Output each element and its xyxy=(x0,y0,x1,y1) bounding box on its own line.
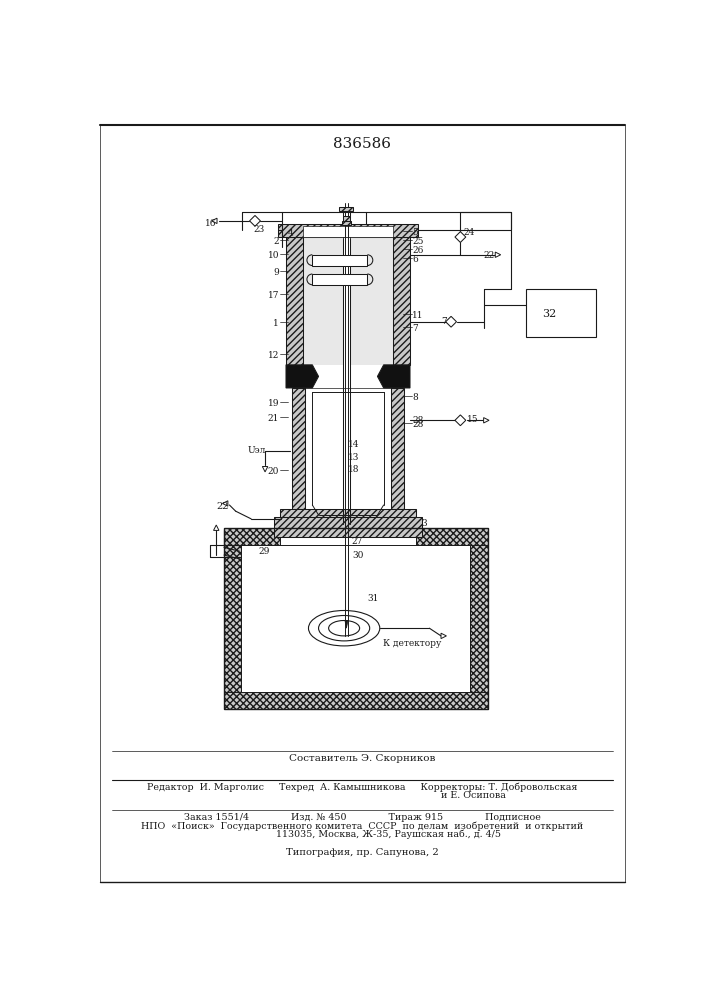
Polygon shape xyxy=(445,316,457,327)
Text: 5: 5 xyxy=(412,228,419,237)
Bar xyxy=(312,255,368,266)
Polygon shape xyxy=(351,237,393,365)
Polygon shape xyxy=(224,528,241,709)
Text: 27: 27 xyxy=(352,537,363,546)
Polygon shape xyxy=(280,509,416,527)
Text: 4: 4 xyxy=(288,229,293,238)
Text: 29: 29 xyxy=(259,547,270,556)
Text: 31: 31 xyxy=(368,594,379,603)
Bar xyxy=(286,237,410,509)
Text: Редактор  И. Марголис     Техред  А. Камышникова     Корректоры: Т. Добровольска: Редактор И. Марголис Техред А. Камышнико… xyxy=(146,783,577,792)
Text: 23: 23 xyxy=(253,225,264,234)
Bar xyxy=(344,216,349,221)
Text: 7: 7 xyxy=(412,324,418,333)
Polygon shape xyxy=(224,692,488,709)
Text: 17: 17 xyxy=(267,291,279,300)
Polygon shape xyxy=(286,365,319,388)
Polygon shape xyxy=(250,215,260,226)
Text: 11: 11 xyxy=(412,311,423,320)
Bar xyxy=(241,545,470,692)
Bar xyxy=(341,221,351,225)
Text: 13: 13 xyxy=(348,453,359,462)
Polygon shape xyxy=(484,418,489,423)
Polygon shape xyxy=(393,237,410,365)
Text: и Е. Осипова: и Е. Осипова xyxy=(218,791,506,800)
Bar xyxy=(312,274,368,285)
Text: 9: 9 xyxy=(274,268,279,277)
Text: 20: 20 xyxy=(268,466,279,476)
Polygon shape xyxy=(470,528,488,709)
Text: НПО  «Поиск»  Государственного комитета  СССР  по делам  изобретений  и открытий: НПО «Поиск» Государственного комитета СС… xyxy=(141,821,583,831)
Text: 2: 2 xyxy=(274,237,279,246)
Text: Составитель Э. Скорников: Составитель Э. Скорников xyxy=(288,754,435,763)
Text: 6: 6 xyxy=(412,255,418,264)
Polygon shape xyxy=(223,501,228,506)
Text: 14: 14 xyxy=(348,440,359,449)
Text: 113035, Москва, Ж-35, Раушская наб., д. 4/5: 113035, Москва, Ж-35, Раушская наб., д. … xyxy=(223,830,501,839)
Text: 22: 22 xyxy=(216,502,229,511)
Text: 30: 30 xyxy=(352,551,363,560)
Text: Заказ 1551/4              Изд. № 450              Тираж 915              Подписн: Заказ 1551/4 Изд. № 450 Тираж 915 Подпис… xyxy=(184,813,540,822)
Text: 8: 8 xyxy=(412,393,418,402)
Polygon shape xyxy=(262,466,268,472)
Text: 7: 7 xyxy=(441,317,447,326)
Text: 22: 22 xyxy=(484,251,495,260)
Polygon shape xyxy=(303,237,343,365)
Polygon shape xyxy=(292,388,305,509)
Polygon shape xyxy=(455,415,466,426)
Text: 24: 24 xyxy=(464,228,475,237)
Text: К детектору: К детектору xyxy=(383,639,441,648)
Text: 16: 16 xyxy=(204,219,216,228)
Text: 26: 26 xyxy=(412,246,423,255)
Text: 15: 15 xyxy=(467,415,478,424)
Text: 19: 19 xyxy=(267,399,279,408)
Polygon shape xyxy=(211,218,217,224)
Bar xyxy=(303,226,393,237)
Bar xyxy=(526,289,596,337)
Polygon shape xyxy=(495,252,501,257)
Polygon shape xyxy=(392,388,404,509)
Text: 28: 28 xyxy=(412,416,423,425)
Text: 10: 10 xyxy=(267,251,279,260)
Polygon shape xyxy=(455,232,466,242)
Text: Типография, пр. Сапунова, 2: Типография, пр. Сапунова, 2 xyxy=(286,848,438,857)
Text: 12: 12 xyxy=(268,351,279,360)
Text: 25: 25 xyxy=(412,237,423,246)
Polygon shape xyxy=(416,528,488,545)
Bar xyxy=(305,388,392,509)
Text: 32: 32 xyxy=(542,309,556,319)
Text: 836586: 836586 xyxy=(333,137,391,151)
Polygon shape xyxy=(345,620,348,628)
Polygon shape xyxy=(224,528,280,545)
Text: Uэл: Uэл xyxy=(247,446,266,455)
Text: 1: 1 xyxy=(274,319,279,328)
Polygon shape xyxy=(441,633,446,639)
Polygon shape xyxy=(286,237,303,365)
Text: 28: 28 xyxy=(412,420,423,429)
Polygon shape xyxy=(214,525,219,530)
Polygon shape xyxy=(378,365,410,388)
Text: 18: 18 xyxy=(348,465,359,474)
Text: 21: 21 xyxy=(268,414,279,423)
Text: 3: 3 xyxy=(421,519,427,528)
Bar xyxy=(224,528,488,709)
Polygon shape xyxy=(274,517,421,537)
Bar xyxy=(339,207,354,211)
Polygon shape xyxy=(279,224,418,237)
